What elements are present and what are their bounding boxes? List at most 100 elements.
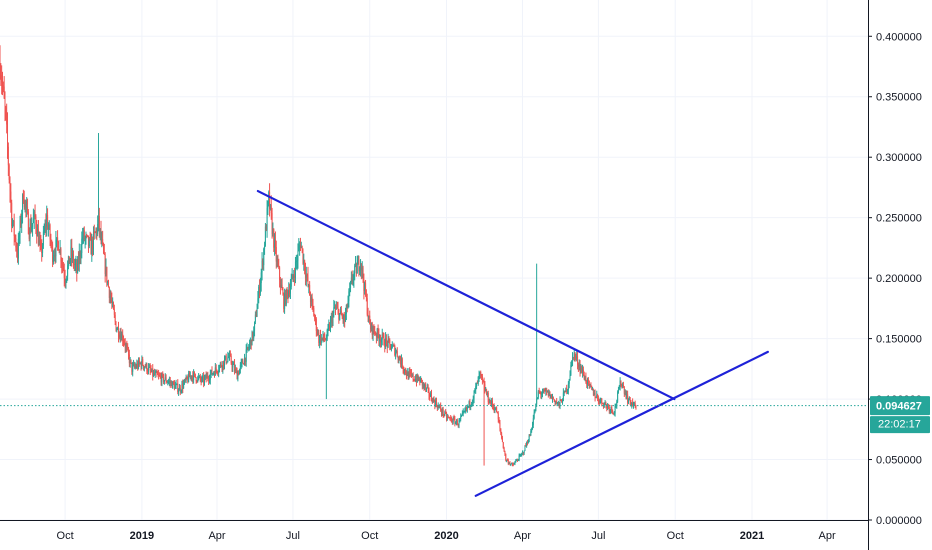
candle-body: [494, 409, 496, 411]
candle-body: [460, 416, 462, 420]
candle-body: [222, 361, 224, 369]
candle-body: [76, 263, 78, 274]
candle-body: [234, 364, 236, 371]
candle-body: [257, 298, 259, 309]
candle-body: [165, 377, 167, 382]
candle-body: [281, 284, 283, 291]
current-price-tag[interactable]: [870, 396, 930, 416]
candle-body: [382, 334, 384, 336]
candle-body: [617, 392, 619, 402]
candle-body: [2, 85, 4, 87]
trendline-upper[interactable]: [256, 189, 676, 401]
x-tick-label: 2020: [434, 530, 458, 542]
candle-body: [304, 270, 306, 278]
candle-body: [251, 331, 253, 346]
candle-body: [77, 259, 79, 265]
candle-body: [188, 373, 190, 382]
candle-body: [52, 257, 54, 262]
candle-body: [277, 259, 279, 266]
candle-body: [213, 372, 215, 374]
candle-body: [541, 394, 543, 395]
candle-body: [456, 420, 458, 425]
candle-body: [14, 236, 16, 239]
candle-body: [517, 460, 519, 461]
candle-body: [267, 201, 269, 209]
trendline-lower[interactable]: [474, 350, 769, 497]
candle-body: [124, 343, 126, 348]
candle-body: [436, 401, 438, 406]
candle-body: [291, 274, 293, 280]
candle-body: [397, 356, 399, 360]
candle-body: [91, 239, 93, 255]
candle-body: [96, 229, 98, 234]
candle-body: [287, 291, 289, 297]
candle-body: [447, 416, 449, 418]
candle-body: [400, 358, 402, 365]
candle-body: [52, 244, 54, 262]
candle-body: [43, 231, 45, 232]
candle-body: [386, 341, 388, 347]
candle-body: [459, 419, 461, 421]
candle-body: [518, 455, 520, 461]
candle-body: [294, 276, 296, 278]
candle-body: [260, 272, 262, 284]
candle-body: [224, 355, 226, 360]
candle-body: [479, 372, 481, 376]
candle-body: [553, 399, 555, 401]
candle-body: [274, 239, 276, 248]
candle-body: [16, 247, 18, 252]
y-axis[interactable]: 0.0000000.0500000.1000000.1500000.200000…: [868, 0, 932, 550]
candle-body: [348, 291, 350, 302]
candle-body: [530, 431, 532, 436]
candle-body: [572, 357, 574, 361]
candle-body: [419, 378, 421, 383]
candle-body: [4, 98, 6, 108]
current-price-label[interactable]: 0.094627: [876, 401, 922, 413]
candle-body: [461, 415, 463, 417]
candle-body: [313, 308, 315, 317]
candle-body: [378, 334, 380, 341]
candle-body: [41, 246, 43, 254]
candle-body: [622, 384, 624, 388]
candle-body: [20, 219, 22, 225]
candle-body: [350, 277, 352, 283]
candle-body: [197, 376, 199, 382]
candle-body: [249, 339, 251, 344]
candle-body: [100, 229, 102, 241]
candle-body: [453, 418, 455, 419]
candle-body: [173, 383, 175, 389]
candle-body: [178, 387, 180, 391]
candle-body: [134, 366, 136, 368]
candle-body: [61, 261, 63, 265]
candle-body: [626, 394, 628, 399]
candle-body: [58, 249, 60, 254]
candle-body: [533, 412, 535, 419]
y-tick-label: 0.250000: [876, 213, 922, 225]
candle-body: [46, 215, 48, 227]
candle-body: [361, 267, 363, 271]
candle-body: [18, 236, 20, 240]
candle-body: [23, 202, 25, 208]
candle-body: [161, 374, 163, 383]
candle-body: [203, 377, 205, 383]
candle-body: [302, 248, 304, 264]
x-axis[interactable]: Oct 2019 Apr Jul Oct 2020 Apr Jul Oct 2021 Apr: [0, 520, 932, 550]
candle-body: [148, 367, 150, 372]
candle-body: [549, 391, 551, 399]
candle-body: [609, 409, 611, 411]
trendlines[interactable]: [256, 189, 769, 497]
candle-body: [95, 229, 97, 233]
candle-body: [57, 241, 59, 250]
candle-body: [394, 345, 396, 356]
candle-body: [498, 419, 500, 423]
candle-body: [490, 400, 492, 404]
candle-body: [496, 412, 498, 414]
candle-body: [407, 372, 409, 379]
candle-body: [486, 393, 488, 395]
candle-body: [495, 407, 497, 410]
candle-body: [307, 275, 309, 286]
candle-body: [163, 374, 165, 382]
candle-body: [628, 397, 630, 400]
candle-body: [117, 327, 119, 330]
